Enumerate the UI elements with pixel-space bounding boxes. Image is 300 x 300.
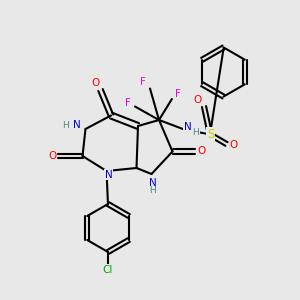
Text: N: N bbox=[73, 120, 80, 130]
Text: S: S bbox=[207, 128, 214, 141]
Text: Cl: Cl bbox=[103, 265, 113, 275]
Text: H: H bbox=[193, 128, 199, 136]
Text: O: O bbox=[197, 146, 206, 157]
Text: O: O bbox=[92, 78, 100, 88]
Text: N: N bbox=[184, 122, 191, 132]
Text: H: H bbox=[62, 121, 68, 130]
Text: O: O bbox=[48, 151, 56, 161]
Text: F: F bbox=[175, 89, 181, 100]
Text: F: F bbox=[124, 98, 130, 109]
Text: F: F bbox=[140, 77, 146, 87]
Text: O: O bbox=[230, 140, 238, 151]
Text: N: N bbox=[105, 169, 113, 180]
Text: H: H bbox=[150, 186, 156, 195]
Text: O: O bbox=[194, 95, 202, 105]
Text: N: N bbox=[149, 178, 157, 188]
